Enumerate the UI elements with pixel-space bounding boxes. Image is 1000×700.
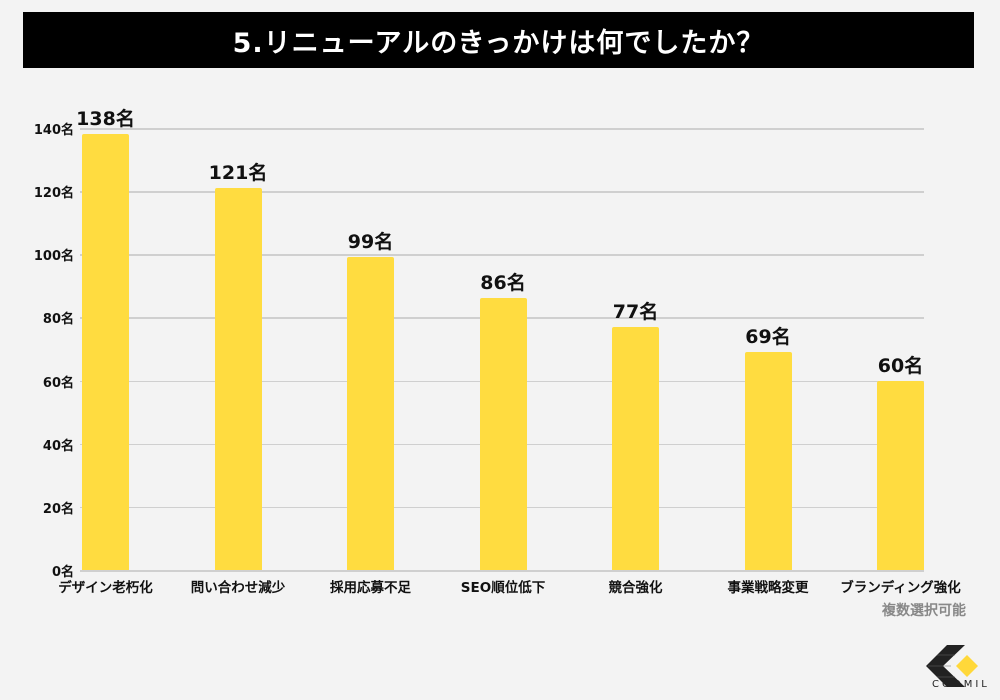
y-tick-label: 40名 [42,438,74,454]
x-category-label: 採用応募不足 [330,580,411,596]
bar-value-label: 69名 [745,326,791,349]
x-category-label: ブランディング強化 [840,580,961,596]
logo-text: COOMIL [932,679,990,690]
bar [479,298,527,570]
chart-title: 5.リニューアルのきっかけは何でしたか？ [232,27,765,59]
bar [612,326,659,570]
bar-value-label: 121名 [208,161,268,184]
y-tick-label: 60名 [42,375,74,391]
y-tick-label: 140名 [33,123,74,138]
bar [744,352,792,570]
x-category-label: デザイン老朽化 [58,580,153,596]
x-category-label: 事業戦略変更 [727,580,809,596]
bar-value-label: 77名 [612,300,659,323]
y-tick-label: 80名 [42,312,74,328]
y-tick-label: 20名 [42,501,74,517]
gridline [80,254,924,256]
y-tick-label: 100名 [33,249,74,265]
x-category-label: 競合強化 [608,580,663,596]
x-category-label: SEO順位低下 [460,580,546,596]
gridline [80,191,924,193]
bar-value-label: 99名 [347,231,394,254]
bar-value-label: 60名 [877,354,924,377]
bar [214,187,262,570]
bar [877,380,924,570]
gridline [80,570,924,572]
multiple-choice-note: 複数選択可能 [882,603,966,619]
bar [82,134,129,570]
x-category-label: 問い合わせ減少 [190,580,286,596]
bar-value-label: 138名 [76,108,135,131]
coomil-logo-icon [926,645,978,687]
bar-value-label: 86名 [480,272,526,295]
bar [347,257,394,570]
chart-title-bar: 5.リニューアルのきっかけは何でしたか？ [23,12,974,68]
y-tick-label: 120名 [33,186,74,202]
y-tick-label: 0名 [51,565,74,580]
gridline [80,128,924,130]
